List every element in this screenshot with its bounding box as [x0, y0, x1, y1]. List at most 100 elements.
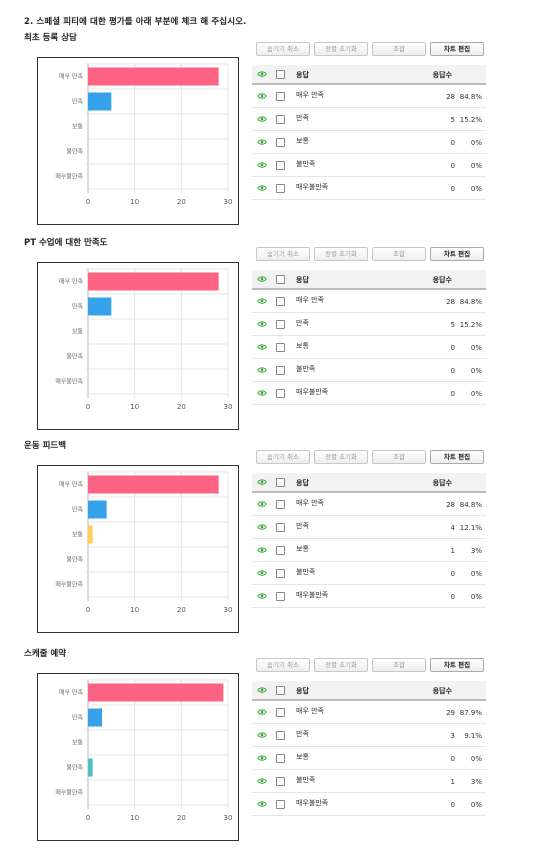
eye-icon[interactable] [257, 70, 267, 78]
eye-icon[interactable] [257, 92, 267, 100]
eye-icon[interactable] [257, 297, 267, 305]
eye-icon[interactable] [257, 115, 267, 123]
eye-icon[interactable] [257, 592, 267, 600]
row-checkbox[interactable] [276, 777, 285, 786]
bar [88, 92, 112, 111]
eye-icon[interactable] [257, 275, 267, 283]
response-percent: 84.8% [459, 93, 482, 101]
response-percent: 0% [470, 593, 482, 601]
response-count: 0 [450, 139, 455, 147]
edit-chart-button[interactable]: 차트 편집 [430, 42, 484, 56]
sort-reset-button[interactable]: 정렬 초기화 [314, 42, 368, 56]
row-checkbox[interactable] [276, 389, 285, 398]
response-label: 매우불만족 [296, 591, 329, 599]
x-tick-label: 0 [86, 198, 90, 206]
response-percent: 12.1% [459, 524, 482, 532]
eye-icon[interactable] [257, 500, 267, 508]
edit-chart-button[interactable]: 차트 편집 [430, 658, 484, 672]
response-percent: 0% [470, 755, 482, 763]
bar [88, 758, 93, 777]
category-label: 불만족 [66, 764, 83, 772]
category-label: 보통 [72, 329, 84, 336]
response-header: 응답 [296, 687, 309, 695]
combine-button[interactable]: 조합 [372, 42, 426, 56]
row-checkbox[interactable] [276, 708, 285, 717]
response-label: 매우 만족 [296, 707, 324, 715]
eye-icon[interactable] [257, 686, 267, 694]
table-row: 불만족 0 0% [252, 562, 486, 585]
category-label: 매우불만족 [55, 378, 83, 386]
x-tick-label: 0 [86, 606, 90, 614]
response-count: 4 [450, 524, 455, 532]
combine-button[interactable]: 조합 [372, 658, 426, 672]
row-checkbox[interactable] [276, 500, 285, 509]
row-checkbox[interactable] [276, 297, 285, 306]
hide-cancel-button[interactable]: 숨기기 취소 [256, 247, 310, 261]
row-checkbox[interactable] [276, 138, 285, 147]
bar [88, 272, 219, 291]
category-label: 불만족 [66, 353, 83, 361]
row-checkbox[interactable] [276, 546, 285, 555]
eye-icon[interactable] [257, 184, 267, 192]
hide-cancel-button[interactable]: 숨기기 취소 [256, 658, 310, 672]
response-label: 보통 [296, 342, 309, 350]
sort-reset-button[interactable]: 정렬 초기화 [314, 658, 368, 672]
table-row: 매우 만족 29 87.9% [252, 701, 486, 724]
bar-chart: 매우 만족 만족 보통 불만족 매우불만족 0 10 20 30 [37, 57, 239, 225]
eye-icon[interactable] [257, 366, 267, 374]
edit-chart-button[interactable]: 차트 편집 [430, 450, 484, 464]
combine-button[interactable]: 조합 [372, 247, 426, 261]
table-row: 만족 5 15.2% [252, 313, 486, 336]
table-row: 매우불만족 0 0% [252, 793, 486, 816]
response-count: 3 [450, 732, 455, 740]
row-checkbox[interactable] [276, 92, 285, 101]
sort-reset-button[interactable]: 정렬 초기화 [314, 247, 368, 261]
select-all-checkbox[interactable] [276, 70, 285, 79]
row-checkbox[interactable] [276, 320, 285, 329]
row-checkbox[interactable] [276, 523, 285, 532]
row-checkbox[interactable] [276, 731, 285, 740]
row-checkbox[interactable] [276, 161, 285, 170]
row-checkbox[interactable] [276, 592, 285, 601]
row-checkbox[interactable] [276, 343, 285, 352]
select-all-checkbox[interactable] [276, 686, 285, 695]
response-percent: 3% [470, 778, 482, 786]
hide-cancel-button[interactable]: 숨기기 취소 [256, 42, 310, 56]
eye-icon[interactable] [257, 731, 267, 739]
eye-icon[interactable] [257, 800, 267, 808]
eye-icon[interactable] [257, 478, 267, 486]
eye-icon[interactable] [257, 138, 267, 146]
row-checkbox[interactable] [276, 184, 285, 193]
eye-icon[interactable] [257, 708, 267, 716]
select-all-checkbox[interactable] [276, 478, 285, 487]
row-checkbox[interactable] [276, 366, 285, 375]
select-all-checkbox[interactable] [276, 275, 285, 284]
bar [88, 500, 107, 519]
eye-icon[interactable] [257, 320, 267, 328]
eye-icon[interactable] [257, 343, 267, 351]
chart-toolbar: 숨기기 취소 정렬 초기화 조합 차트 편집 [256, 42, 486, 56]
response-label: 매우 만족 [296, 296, 324, 304]
eye-icon[interactable] [257, 161, 267, 169]
x-tick-label: 30 [224, 198, 233, 206]
response-header: 응답 [296, 479, 309, 487]
combine-button[interactable]: 조합 [372, 450, 426, 464]
eye-icon[interactable] [257, 546, 267, 554]
edit-chart-button[interactable]: 차트 편집 [430, 247, 484, 261]
row-checkbox[interactable] [276, 754, 285, 763]
eye-icon[interactable] [257, 569, 267, 577]
eye-icon[interactable] [257, 389, 267, 397]
row-checkbox[interactable] [276, 800, 285, 809]
chart-toolbar: 숨기기 취소 정렬 초기화 조합 차트 편집 [256, 658, 486, 672]
row-checkbox[interactable] [276, 569, 285, 578]
sort-reset-button[interactable]: 정렬 초기화 [314, 450, 368, 464]
eye-icon[interactable] [257, 523, 267, 531]
response-count: 5 [450, 116, 455, 124]
eye-icon[interactable] [257, 754, 267, 762]
eye-icon[interactable] [257, 777, 267, 785]
row-checkbox[interactable] [276, 115, 285, 124]
table-header: 응답 응답수 [252, 681, 486, 701]
bar [88, 475, 219, 494]
hide-cancel-button[interactable]: 숨기기 취소 [256, 450, 310, 464]
